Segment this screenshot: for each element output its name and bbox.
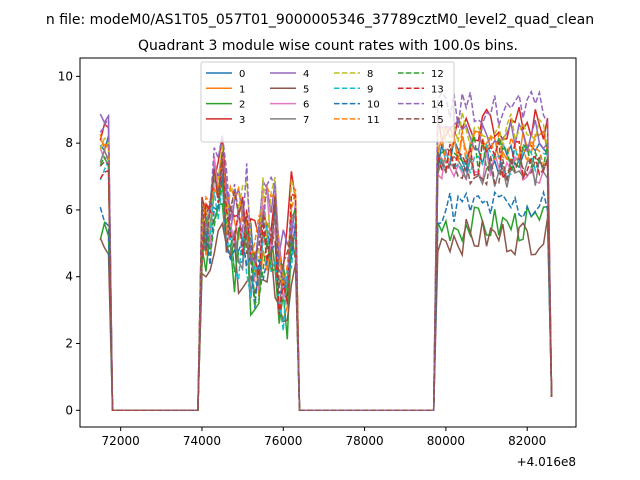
y-tick-label: 2 [65, 337, 73, 351]
chart-title: Quadrant 3 module wise count rates with … [138, 38, 518, 54]
x-axis-offset-label: +4.016e8 [517, 455, 576, 469]
x-tick-label: 76000 [264, 434, 302, 448]
series-line-13 [99, 138, 553, 412]
x-tick-label: 72000 [102, 434, 140, 448]
series-line-10 [99, 173, 553, 412]
series-line-7 [99, 148, 553, 412]
x-tick-label: 82000 [508, 434, 546, 448]
y-axis: 0 2 4 6 8 10 [58, 69, 80, 417]
series-line-3 [99, 107, 553, 412]
series-line-2 [99, 202, 553, 412]
legend-label-10: 10 [367, 100, 380, 111]
legend-label-7: 7 [303, 115, 309, 126]
legend-label-3: 3 [239, 115, 245, 126]
x-tick-label: 80000 [427, 434, 465, 448]
series-layer [99, 89, 553, 412]
legend-label-14: 14 [431, 100, 444, 111]
series-line-9 [99, 143, 553, 412]
figure-suptitle: n file: modeM0/AS1T05_057T01_9000005346_… [46, 12, 594, 28]
x-tick-label: 74000 [183, 434, 221, 448]
legend-label-8: 8 [367, 69, 373, 80]
legend-label-9: 9 [367, 84, 373, 95]
y-tick-label: 8 [65, 136, 73, 150]
y-tick-label: 6 [65, 203, 73, 217]
x-axis: 72000 74000 76000 78000 80000 82000 [102, 427, 546, 448]
legend-label-0: 0 [239, 69, 245, 80]
legend-label-6: 6 [303, 100, 309, 111]
series-line-6 [99, 148, 553, 412]
legend-label-4: 4 [303, 69, 309, 80]
legend-label-2: 2 [239, 100, 245, 111]
y-tick-label: 4 [65, 270, 73, 284]
legend-label-11: 11 [367, 115, 380, 126]
series-line-5 [99, 218, 553, 412]
legend-label-15: 15 [431, 115, 444, 126]
legend-frame [200, 61, 455, 143]
x-tick-label: 78000 [345, 434, 383, 448]
legend-label-1: 1 [239, 84, 245, 95]
legend-label-13: 13 [431, 84, 444, 95]
legend-label-5: 5 [303, 84, 309, 95]
y-tick-label: 10 [58, 69, 73, 83]
y-tick-label: 0 [65, 403, 73, 417]
series-line-15 [99, 151, 553, 412]
legend-label-12: 12 [431, 69, 444, 80]
plot-area-frame [79, 57, 577, 428]
